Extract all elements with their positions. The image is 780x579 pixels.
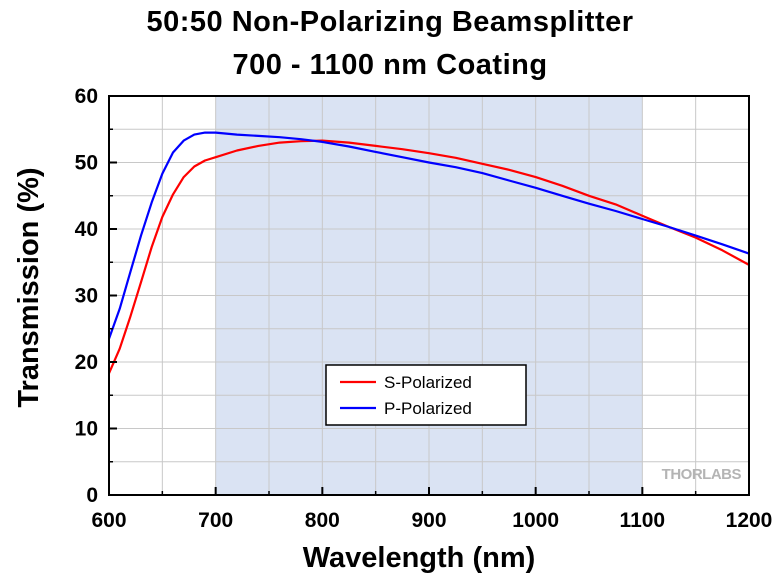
x-tick-label: 800 — [305, 509, 340, 532]
series-line-p-polarized — [107, 131, 750, 340]
x-tick-label: 900 — [411, 509, 446, 532]
x-tick-label: 1100 — [620, 509, 666, 532]
thorlabs-watermark: THORLABS — [662, 466, 742, 483]
chart-subtitle: 700 - 1100 nm Coating — [232, 49, 548, 81]
x-tick-label: 700 — [198, 509, 233, 532]
legend-label-s-polarized: S-Polarized — [384, 373, 472, 392]
series-line-s-polarized — [107, 139, 750, 374]
y-tick-label: 0 — [86, 484, 98, 507]
x-tick-label: 600 — [91, 509, 126, 532]
legend-box — [325, 364, 527, 426]
y-tick-label: 60 — [75, 85, 98, 108]
y-tick-label: 20 — [75, 351, 98, 374]
y-tick-label: 40 — [75, 218, 98, 241]
x-axis-label: Wavelength (nm) — [303, 542, 536, 574]
x-tick-label: 1200 — [726, 509, 773, 532]
y-tick-label: 50 — [75, 152, 98, 175]
legend-label-p-polarized: P-Polarized — [384, 399, 472, 418]
y-tick-label: 10 — [75, 418, 98, 441]
y-axis-label: Transmission (%) — [13, 167, 45, 407]
x-tick-label: 1000 — [512, 509, 559, 532]
y-tick-label: 30 — [75, 285, 98, 308]
chart-title: 50:50 Non-Polarizing Beamsplitter — [146, 6, 634, 38]
